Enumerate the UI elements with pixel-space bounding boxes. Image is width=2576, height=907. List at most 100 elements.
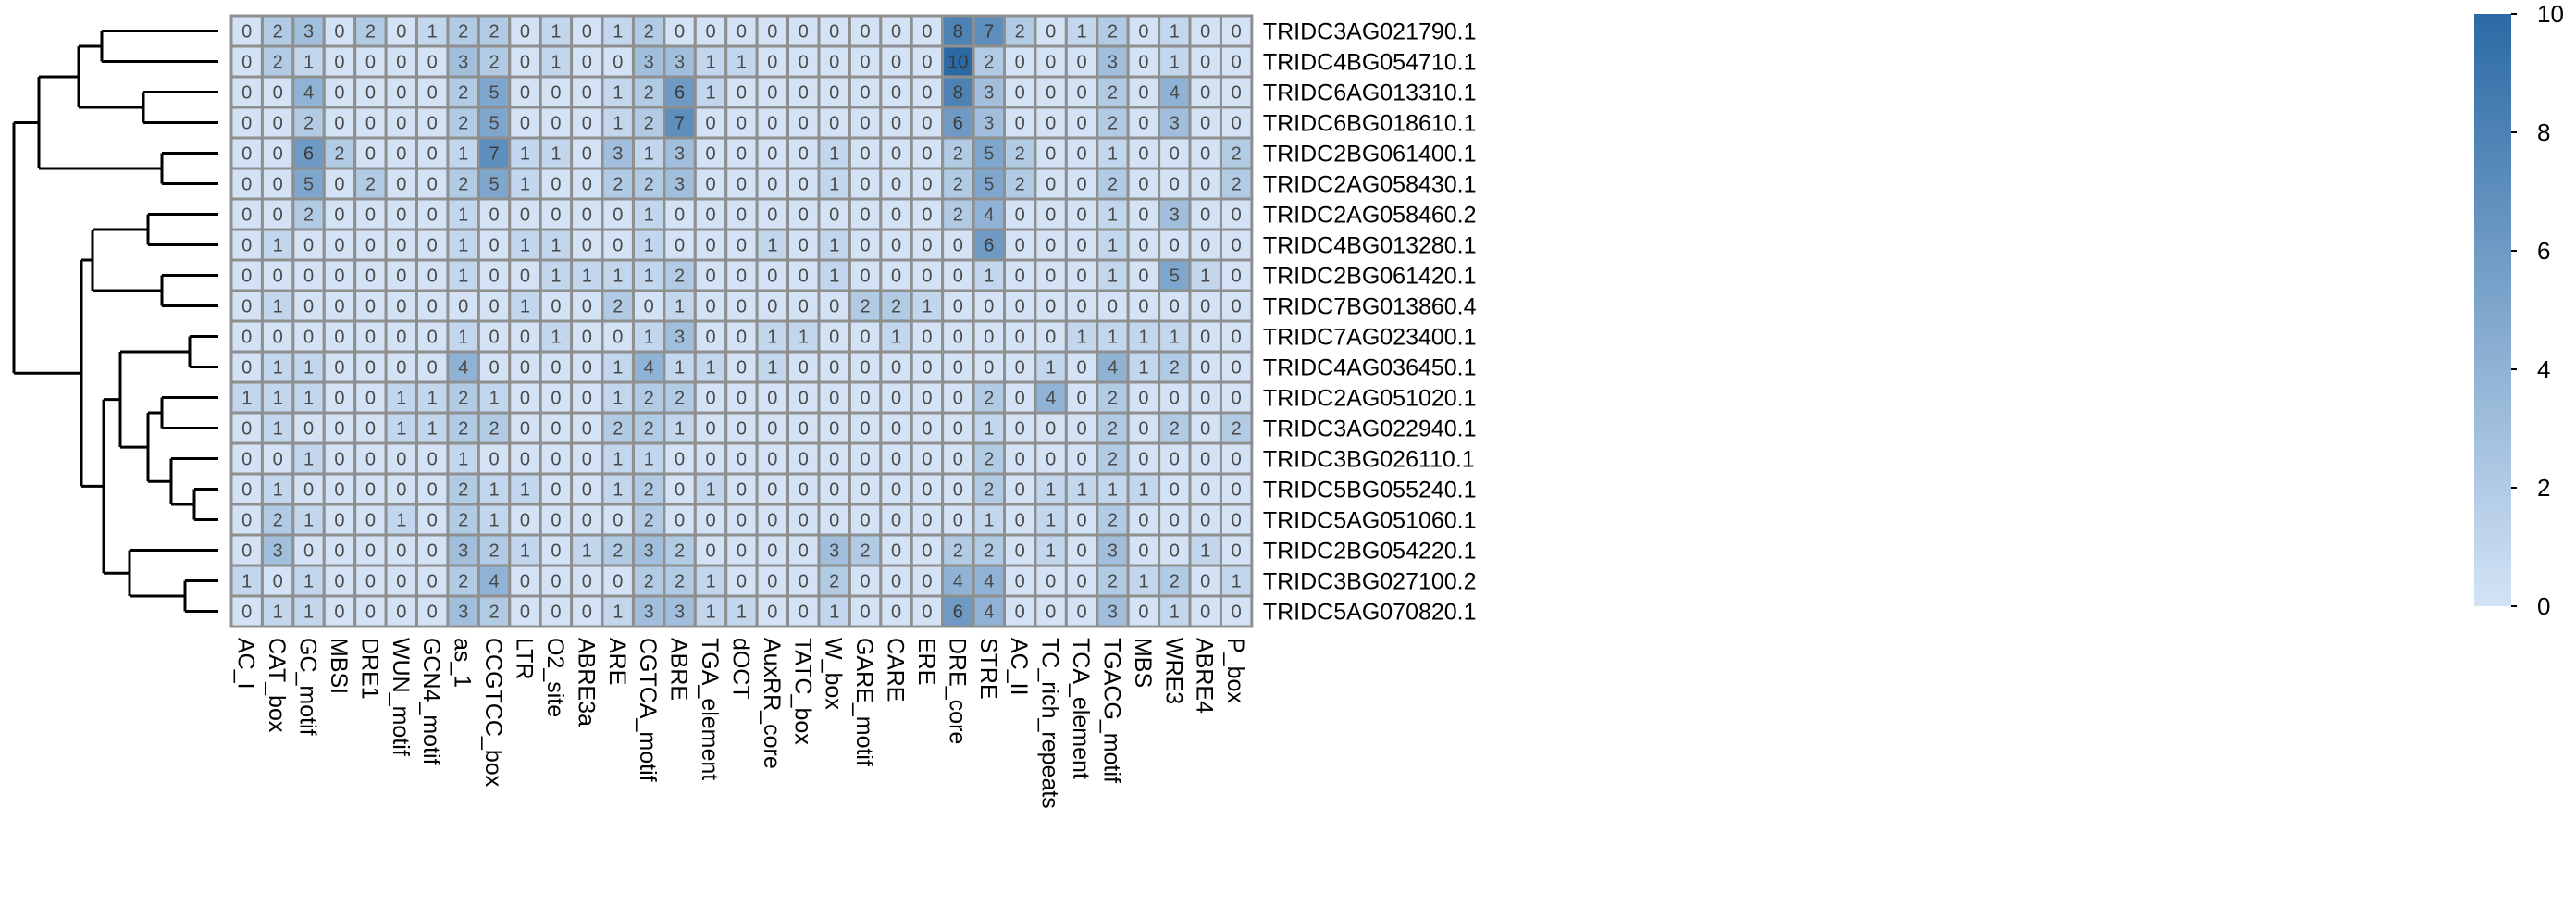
heatmap-cell: 0 (910, 441, 945, 476)
heatmap-cell: 0 (1064, 411, 1099, 445)
heatmap-cell: 0 (786, 411, 821, 445)
heatmap-cell: 0 (322, 533, 357, 567)
heatmap-cell: 0 (229, 75, 264, 109)
heatmap-cell-rect (941, 472, 975, 506)
heatmap-cell: 1 (291, 594, 326, 628)
column-label: CAT_box (264, 638, 290, 733)
heatmap-cell-value: 0 (1232, 358, 1242, 379)
heatmap-cell-value: 2 (458, 22, 468, 43)
heatmap-cell-value: 0 (737, 114, 747, 134)
heatmap-cell: 0 (972, 289, 1006, 323)
row-label: TRIDC5AG070820.1 (1263, 600, 1477, 626)
heatmap-cell: 0 (477, 289, 512, 323)
heatmap-cell: 0 (1034, 228, 1068, 262)
heatmap-cell: 0 (879, 503, 913, 537)
heatmap-cell-value: 3 (458, 53, 468, 73)
heatmap-cell: 0 (817, 503, 851, 537)
heatmap-cell-value: 0 (861, 175, 871, 195)
heatmap-cell-value: 0 (953, 389, 963, 409)
heatmap-cell: 0 (508, 75, 542, 109)
heatmap-cell: 1 (1034, 503, 1068, 537)
heatmap-cell: 1 (229, 564, 264, 598)
heatmap-cell-value: 0 (582, 144, 592, 165)
heatmap-cell: 0 (229, 197, 264, 231)
heatmap-cell-rect (1003, 594, 1037, 628)
heatmap-cell: 0 (508, 258, 542, 292)
heatmap-cell-value: 0 (1046, 236, 1056, 256)
heatmap-cell-value: 0 (861, 144, 871, 165)
heatmap-cell: 0 (1188, 14, 1222, 48)
heatmap-cell-rect (848, 441, 883, 476)
heatmap-cell: 2 (817, 564, 851, 598)
heatmap-cell-rect (663, 472, 697, 506)
heatmap-cell-value: 0 (799, 450, 809, 470)
heatmap-cell-rect (1219, 197, 1254, 231)
heatmap-cell-value: 0 (1170, 450, 1180, 470)
heatmap-cell: 0 (322, 350, 357, 384)
heatmap-cell: 0 (1126, 503, 1161, 537)
heatmap-cell: 0 (1064, 503, 1099, 537)
heatmap-cell-value: 0 (891, 480, 901, 501)
heatmap-cell: 0 (322, 197, 357, 231)
heatmap-cell-value: 0 (922, 205, 932, 226)
column-label: AuxRR_core (759, 638, 785, 769)
row-label: TRIDC2BG061400.1 (1263, 142, 1477, 168)
heatmap-cell-value: 0 (520, 419, 530, 440)
heatmap-cell-value: 0 (767, 480, 777, 501)
heatmap-cell-value: 0 (737, 480, 747, 501)
heatmap-cell-rect (229, 411, 264, 445)
heatmap-cell-value: 2 (489, 22, 500, 43)
heatmap-cell-value: 0 (922, 267, 932, 287)
heatmap-cell-value: 0 (365, 114, 376, 134)
heatmap-cell: 1 (260, 228, 295, 262)
heatmap-cell: 2 (446, 14, 480, 48)
heatmap-cell: 0 (693, 411, 728, 445)
heatmap-cell-rect (1188, 594, 1222, 628)
heatmap-cell-rect (724, 167, 759, 201)
heatmap-cell-rect (1219, 503, 1254, 537)
heatmap-cell: 0 (384, 441, 419, 476)
heatmap-cell-value: 3 (458, 603, 468, 623)
heatmap-cell: 0 (1188, 197, 1222, 231)
heatmap-cell-value: 2 (1170, 419, 1180, 440)
heatmap-cell-value: 0 (1200, 419, 1210, 440)
heatmap-cell-value: 0 (613, 53, 623, 73)
heatmap-cell-rect (508, 136, 542, 170)
heatmap-cell-value: 0 (799, 511, 809, 531)
heatmap-cell-rect (631, 503, 666, 537)
heatmap-cell-rect (1034, 564, 1068, 598)
heatmap-cell: 0 (879, 594, 913, 628)
heatmap-cell-value: 0 (1200, 175, 1210, 195)
heatmap-cell-value: 0 (767, 114, 777, 134)
heatmap-cell-value: 1 (582, 267, 592, 287)
heatmap-cell: 0 (817, 319, 851, 354)
heatmap-cell-rect (755, 503, 790, 537)
heatmap-cell: 0 (1034, 136, 1068, 170)
heatmap-cell-value: 0 (1170, 175, 1180, 195)
heatmap-cell: 0 (1064, 441, 1099, 476)
heatmap-cell-value: 0 (861, 267, 871, 287)
heatmap-cell-value: 0 (242, 450, 252, 470)
heatmap-cell-rect (724, 75, 759, 109)
heatmap-cell: 0 (724, 564, 759, 598)
heatmap-cell: 0 (786, 106, 821, 140)
heatmap-cell-value: 0 (1170, 144, 1180, 165)
heatmap-cell-value: 0 (1015, 53, 1025, 73)
heatmap-cell-value: 0 (767, 83, 777, 104)
heatmap-cell: 4 (1158, 75, 1192, 109)
heatmap-cell-value: 1 (551, 328, 561, 348)
heatmap-cell-rect (1219, 167, 1254, 201)
heatmap-cell-value: 0 (520, 83, 530, 104)
heatmap-cell-value: 1 (1138, 358, 1148, 379)
heatmap-cell-value: 0 (922, 541, 932, 562)
heatmap-cell-value: 0 (1232, 328, 1242, 348)
heatmap-cell: 0 (353, 411, 388, 445)
heatmap-cell: 0 (322, 564, 357, 598)
heatmap-cell-value: 2 (644, 175, 654, 195)
heatmap-cell-value: 5 (489, 175, 500, 195)
heatmap-cell: 0 (415, 289, 450, 323)
heatmap-cell: 0 (1064, 594, 1099, 628)
heatmap-cell-rect (477, 441, 512, 476)
heatmap-cell-value: 1 (458, 205, 468, 226)
heatmap-cell-rect (1096, 75, 1130, 109)
